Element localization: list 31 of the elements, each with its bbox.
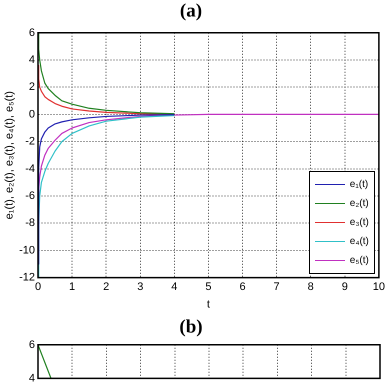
y-axis-title: e₁(t), e₂(t), e₃(t), e₄(t), e₅(t) <box>4 91 16 220</box>
y-tick-label: -2 <box>25 136 35 148</box>
x-tick-label: 10 <box>372 281 386 294</box>
legend-label: e₂(t) <box>350 198 369 209</box>
x-axis-title: t <box>206 298 210 310</box>
y-tick-label: -10 <box>19 244 35 256</box>
legend-label: e₁(t) <box>350 178 368 190</box>
x-tick-label: 6 <box>239 281 246 294</box>
chart-title: (a) <box>180 0 202 22</box>
y-tick-label: -8 <box>25 217 35 230</box>
x-tick-label: 7 <box>274 281 280 294</box>
x-tick-label: 5 <box>205 281 212 294</box>
x-tick-label: 3 <box>137 281 144 294</box>
y-tick-label: -6 <box>25 190 35 202</box>
x-tick-label: 4 <box>171 281 178 294</box>
y-tick-label: 4 <box>28 372 35 384</box>
y-tick-label: -12 <box>19 272 35 284</box>
legend-label: e₅(t) <box>350 254 369 266</box>
y-tick-label: 0 <box>28 108 35 120</box>
y-tick-label: 2 <box>28 81 35 94</box>
x-tick-label: 2 <box>103 281 110 294</box>
y-tick-label: 4 <box>28 54 35 66</box>
y-tick-label: -4 <box>25 162 35 175</box>
legend-label: e₄(t) <box>350 236 369 247</box>
x-tick-label: 1 <box>69 281 76 294</box>
x-tick-label: 9 <box>342 281 348 294</box>
x-tick-label: 8 <box>308 281 314 294</box>
y-tick-label: 6 <box>28 26 35 39</box>
legend-label: e₃(t) <box>350 216 369 228</box>
y-tick-label: 6 <box>28 338 35 351</box>
chart-title: (b) <box>179 316 203 338</box>
